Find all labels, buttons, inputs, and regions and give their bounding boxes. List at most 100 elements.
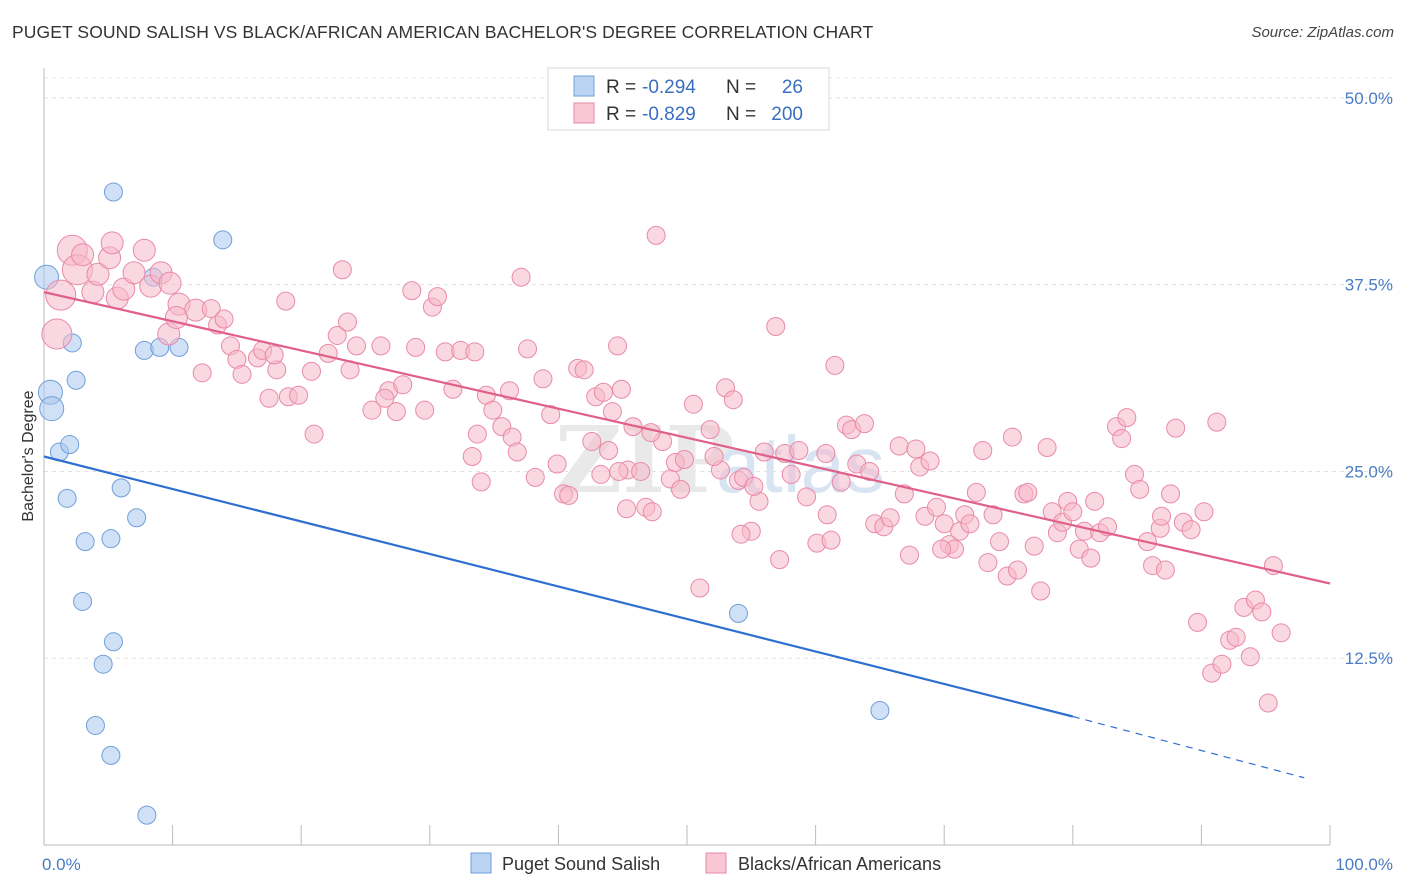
legend-n-label-2: N = (726, 104, 756, 125)
legend-n-label-1: N = (726, 77, 756, 98)
point-s1-119 (894, 484, 914, 504)
point-s1-114 (860, 461, 880, 481)
trend-line-s1 (43, 291, 1331, 585)
point-s1-40 (371, 336, 391, 356)
point-s1-179 (1252, 602, 1272, 622)
point-s1-44 (402, 281, 422, 301)
point-s1-118 (889, 436, 909, 456)
point-s1-4 (71, 243, 95, 267)
point-s0-9 (73, 591, 93, 611)
point-s1-38 (332, 260, 352, 280)
point-s1-67 (559, 485, 579, 505)
point-s0-23 (101, 529, 121, 549)
y-axis-title: Bachelor's Degree (20, 390, 37, 521)
point-s0-16 (134, 340, 154, 360)
point-s1-126 (934, 514, 954, 534)
point-s1-193 (465, 342, 485, 362)
point-s1-143 (1031, 581, 1051, 601)
point-s1-196 (158, 271, 182, 295)
point-s1-133 (973, 441, 993, 461)
point-s0-2 (39, 396, 65, 422)
point-s1-199 (744, 476, 764, 496)
point-s1-37 (346, 336, 366, 356)
point-s1-197 (641, 423, 661, 443)
point-s1-30 (289, 385, 309, 405)
point-s1-166 (1166, 418, 1186, 438)
series-blacks-african-americans (41, 225, 1291, 713)
point-s1-158 (1117, 408, 1137, 428)
point-s1-172 (1207, 412, 1227, 432)
point-s1-173 (1212, 654, 1232, 674)
point-s1-104 (797, 487, 817, 507)
trend-line-dashed-s0 (1072, 715, 1305, 779)
point-s1-61 (518, 339, 538, 359)
point-s1-107 (821, 530, 841, 550)
point-s1-52 (462, 447, 482, 466)
point-s1-160 (1130, 479, 1150, 499)
bottom-legend-label-salish: Puget Sound Salish (502, 854, 660, 874)
point-s1-31 (301, 361, 321, 381)
trend-lines (43, 291, 1331, 779)
point-s1-79 (631, 461, 651, 481)
y-tick-labels: 12.5% 25.0% 37.5% 50.0% (1345, 89, 1393, 668)
point-s1-42 (386, 402, 406, 422)
point-s1-182 (1271, 623, 1291, 643)
point-s1-8 (100, 231, 124, 255)
point-s1-19 (201, 299, 221, 319)
x-tick-label-1: 100.0% (1335, 855, 1393, 874)
point-s1-135 (983, 505, 1003, 525)
point-s1-64 (541, 405, 561, 425)
point-s1-86 (671, 479, 691, 499)
point-s1-45 (406, 337, 426, 357)
point-s1-187 (617, 499, 637, 519)
point-s1-194 (164, 306, 188, 330)
point-s1-99 (766, 317, 786, 337)
point-s0-25 (870, 701, 890, 721)
x-tick-labels: 0.0% 100.0% (42, 855, 1393, 874)
point-s1-103 (789, 441, 809, 461)
legend-r-value-2: -0.829 (642, 104, 696, 125)
chart-title: PUGET SOUND SALISH VS BLACK/AFRICAN AMER… (12, 22, 874, 42)
point-s1-136 (989, 532, 1009, 552)
point-s1-73 (599, 441, 619, 461)
point-s1-121 (906, 439, 926, 459)
point-s1-59 (507, 442, 527, 462)
point-s0-7 (66, 370, 86, 390)
point-s1-102 (781, 464, 801, 484)
point-s1-26 (259, 388, 279, 408)
point-s1-185 (500, 381, 520, 401)
point-s1-149 (1063, 502, 1083, 522)
point-s0-11 (85, 715, 105, 735)
point-s1-70 (582, 432, 602, 452)
point-s1-117 (880, 508, 900, 528)
point-s1-157 (1112, 429, 1132, 449)
point-s1-63 (533, 369, 553, 389)
y-tick-label-3: 50.0% (1345, 89, 1393, 108)
point-s1-125 (926, 497, 946, 517)
legend-box: R = -0.294 N = 26 R = -0.829 N = 200 (547, 67, 830, 131)
legend-r-label-2: R = (606, 104, 636, 125)
point-s1-131 (960, 514, 980, 534)
legend-r-label-1: R = (606, 77, 636, 98)
point-s1-18 (192, 363, 212, 383)
point-s1-169 (1188, 612, 1208, 632)
point-s1-88 (683, 394, 703, 414)
point-s0-14 (111, 478, 131, 498)
point-s1-12 (132, 238, 156, 262)
point-s1-46 (415, 400, 435, 420)
point-s1-183 (731, 524, 751, 544)
bottom-legend-label-black: Blacks/African Americans (738, 854, 941, 874)
point-s0-13 (103, 632, 123, 652)
legend-r-value-1: -0.294 (642, 77, 696, 98)
point-s1-106 (816, 444, 836, 464)
point-s0-18 (103, 182, 123, 202)
point-s1-43 (393, 375, 413, 395)
point-s0-24 (728, 603, 748, 623)
point-s1-120 (899, 545, 919, 565)
legend-swatch-salish (573, 75, 595, 97)
point-s1-69 (574, 360, 594, 380)
point-s1-39 (362, 400, 382, 420)
bottom-legend-swatch-salish (470, 852, 492, 874)
point-s0-17 (137, 805, 157, 825)
point-s1-165 (1161, 484, 1181, 504)
